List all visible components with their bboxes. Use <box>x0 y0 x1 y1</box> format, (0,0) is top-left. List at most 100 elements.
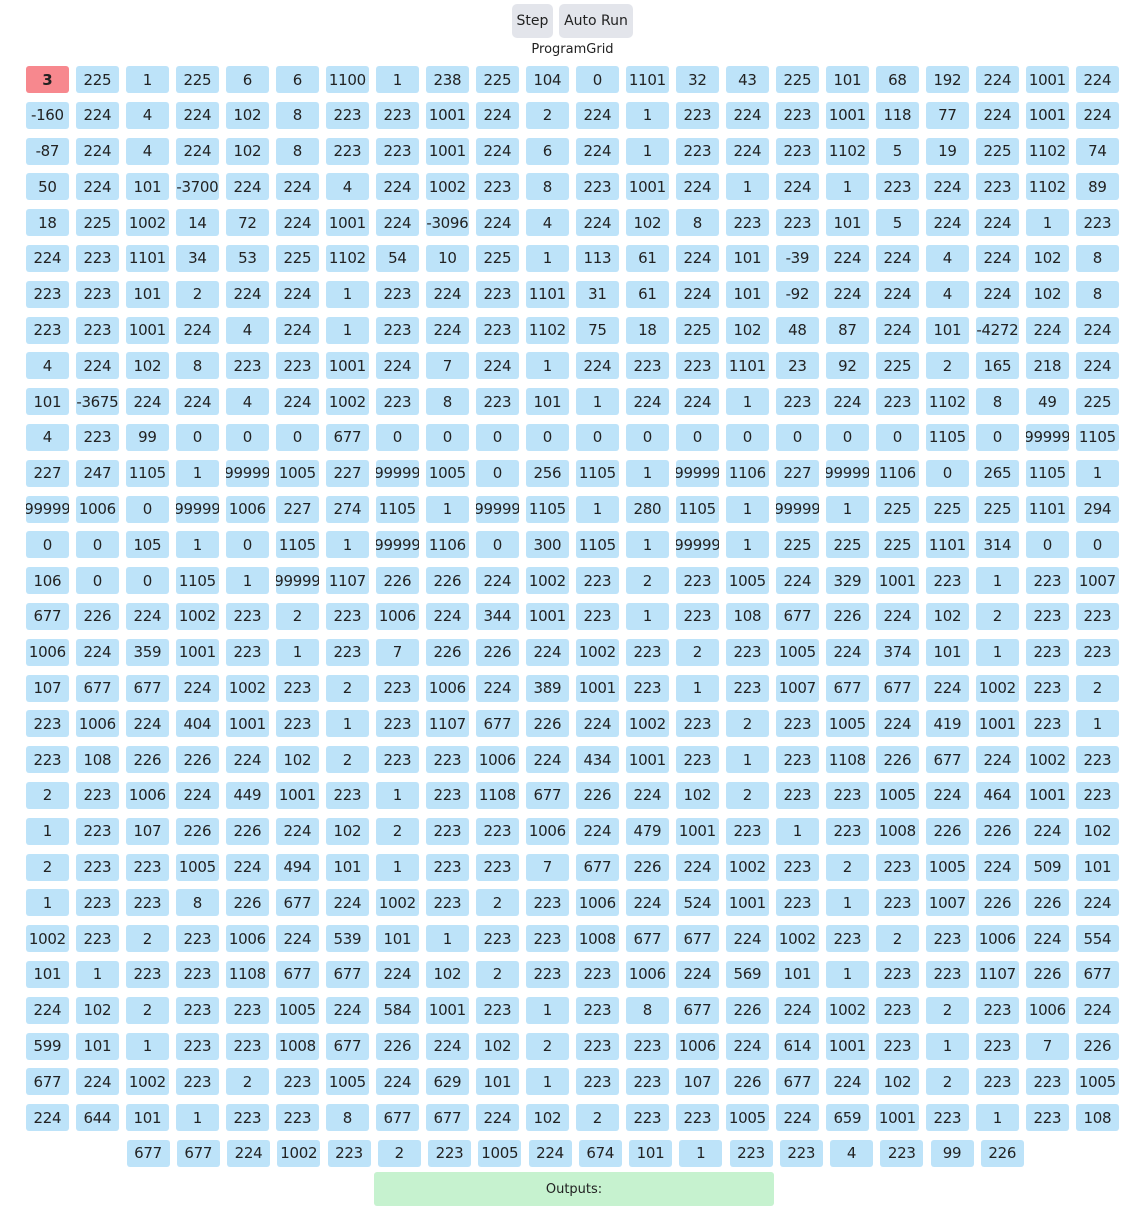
grid-cell: 223 <box>476 316 519 344</box>
grid-cell: 223 <box>176 925 219 953</box>
grid-cell: 223 <box>776 746 819 774</box>
grid-cell: 677 <box>626 925 669 953</box>
grid-cell: 224 <box>826 1068 869 1096</box>
grid-cell: 524 <box>676 889 719 917</box>
grid-cell: 1 <box>526 996 569 1024</box>
grid-cell: 224 <box>476 674 519 702</box>
grid-cell: 225 <box>676 316 719 344</box>
grid-cell: 223 <box>226 1104 269 1132</box>
grid-cell: 1 <box>176 1104 219 1132</box>
grid-cell: 2 <box>126 925 169 953</box>
grid-cell: 223 <box>176 996 219 1024</box>
grid-cell: 223 <box>776 889 819 917</box>
grid-row: 101 1 223 223 1108 677 677 224 102 2 223 223 1006 224… <box>26 960 1126 988</box>
grid-cell: 677 <box>476 710 519 738</box>
grid-row: 677 226 224 1002 223 2 223 1006 224 344 1001 223 1 22… <box>26 602 1126 630</box>
grid-cell: 677 <box>276 889 319 917</box>
grid-cell: 1002 <box>376 889 419 917</box>
grid-cell: 224 <box>376 209 419 237</box>
grid-cell: 1006 <box>126 781 169 809</box>
grid-cell: 101 <box>76 1032 119 1060</box>
grid-cell: 677 <box>926 746 969 774</box>
grid-cell: 223 <box>976 173 1019 201</box>
grid-cell: 1001 <box>1026 101 1069 129</box>
grid-cell: 224 <box>876 316 919 344</box>
grid-cell: 224 <box>227 1139 270 1167</box>
grid-cell: 224 <box>576 710 619 738</box>
grid-cell: 223 <box>376 710 419 738</box>
grid-cell: 223 <box>426 853 469 881</box>
grid-cell: 300 <box>526 531 569 559</box>
grid-cell: 223 <box>576 602 619 630</box>
grid-cell: 223 <box>26 280 69 308</box>
grid-cell: 223 <box>176 960 219 988</box>
grid-cell: 1 <box>726 173 769 201</box>
grid-cell: 1 <box>1026 209 1069 237</box>
grid-cell: 1006 <box>526 817 569 845</box>
grid-cell: 224 <box>326 889 369 917</box>
grid-cell: 223 <box>1076 638 1119 666</box>
auto-run-button[interactable]: Auto Run <box>559 4 633 38</box>
grid-cell: 101 <box>126 173 169 201</box>
grid-cell: 1002 <box>626 710 669 738</box>
grid-cell: 1 <box>626 602 669 630</box>
grid-cell: 18 <box>26 209 69 237</box>
grid-cell: -3675 <box>76 388 119 416</box>
grid-row: -160 224 4 224 102 8 223 223 1001 224 2 224 1 223 224 2… <box>26 101 1126 129</box>
grid-cell: 223 <box>576 1032 619 1060</box>
grid-cell: 223 <box>626 352 669 380</box>
grid-cell: 294 <box>1076 495 1119 523</box>
grid-row: 224 644 101 1 223 223 8 677 677 224 102 2 223 223 1005… <box>26 1104 1126 1132</box>
grid-cell: 224 <box>926 781 969 809</box>
grid-cell: 1106 <box>726 459 769 487</box>
grid-cell: 4 <box>926 280 969 308</box>
grid-cell: 223 <box>276 1068 319 1096</box>
grid-cell: 677 <box>526 781 569 809</box>
grid-cell: 0 <box>226 423 269 451</box>
grid-cell: 101 <box>126 280 169 308</box>
grid-cell: 1001 <box>426 137 469 165</box>
grid-cell: 49 <box>1026 388 1069 416</box>
grid-cell: 223 <box>676 567 719 595</box>
grid-cell: 1101 <box>626 66 669 93</box>
grid-cell: 1 <box>526 1068 569 1096</box>
grid-cell: 102 <box>1026 244 1069 272</box>
grid-cell: 224 <box>826 638 869 666</box>
grid-cell: 223 <box>476 280 519 308</box>
grid-cell: 419 <box>926 710 969 738</box>
grid-cell: 1 <box>826 495 869 523</box>
grid-cell: 223 <box>376 316 419 344</box>
grid-row: 101 -3675 224 224 4 224 1002 223 8 223 101 1 224 224 1… <box>26 388 1126 416</box>
grid-cell: 223 <box>526 960 569 988</box>
grid-cell: -92 <box>776 280 819 308</box>
grid-cell: -4272 <box>976 316 1019 344</box>
grid-cell: 1107 <box>426 710 469 738</box>
grid-cell: 1 <box>26 889 69 917</box>
grid-row: 4 224 102 8 223 223 1001 224 7 224 1 224 223 223 1101 2… <box>26 352 1126 380</box>
grid-cell: 223 <box>476 388 519 416</box>
grid-cell: -3096 <box>426 209 469 237</box>
grid-cell: 1102 <box>826 137 869 165</box>
grid-row: 1002 223 2 223 1006 224 539 101 1 223 223 1008 677 67… <box>26 925 1126 953</box>
grid-cell: 223 <box>726 209 769 237</box>
grid-cell: 34 <box>176 244 219 272</box>
grid-cell: 226 <box>126 746 169 774</box>
grid-cell: 677 <box>176 1139 220 1167</box>
grid-cell: 2 <box>476 889 519 917</box>
grid-cell: 223 <box>676 352 719 380</box>
grid-cell: 677 <box>126 674 169 702</box>
grid-cell: 509 <box>1026 853 1069 881</box>
grid-cell: 224 <box>528 1139 572 1167</box>
grid-cell: 223 <box>1076 746 1119 774</box>
grid-cell: 226 <box>1026 889 1069 917</box>
grid-cell: 101 <box>1076 853 1119 881</box>
grid-cell: 5 <box>876 209 919 237</box>
grid-row: 3 225 1 225 6 6 1100 1 238 225 104 0 1101 32 43 225 101 6… <box>26 66 1126 93</box>
grid-cell: 226 <box>176 817 219 845</box>
grid-cell: 644 <box>76 1104 119 1132</box>
grid-row: 224 102 2 223 223 1005 224 584 1001 223 1 223 8 677 22… <box>26 996 1126 1024</box>
grid-cell: 2 <box>26 853 69 881</box>
grid-cell: 1102 <box>326 244 369 272</box>
step-button[interactable]: Step <box>512 4 553 38</box>
grid-cell: 224 <box>976 209 1019 237</box>
